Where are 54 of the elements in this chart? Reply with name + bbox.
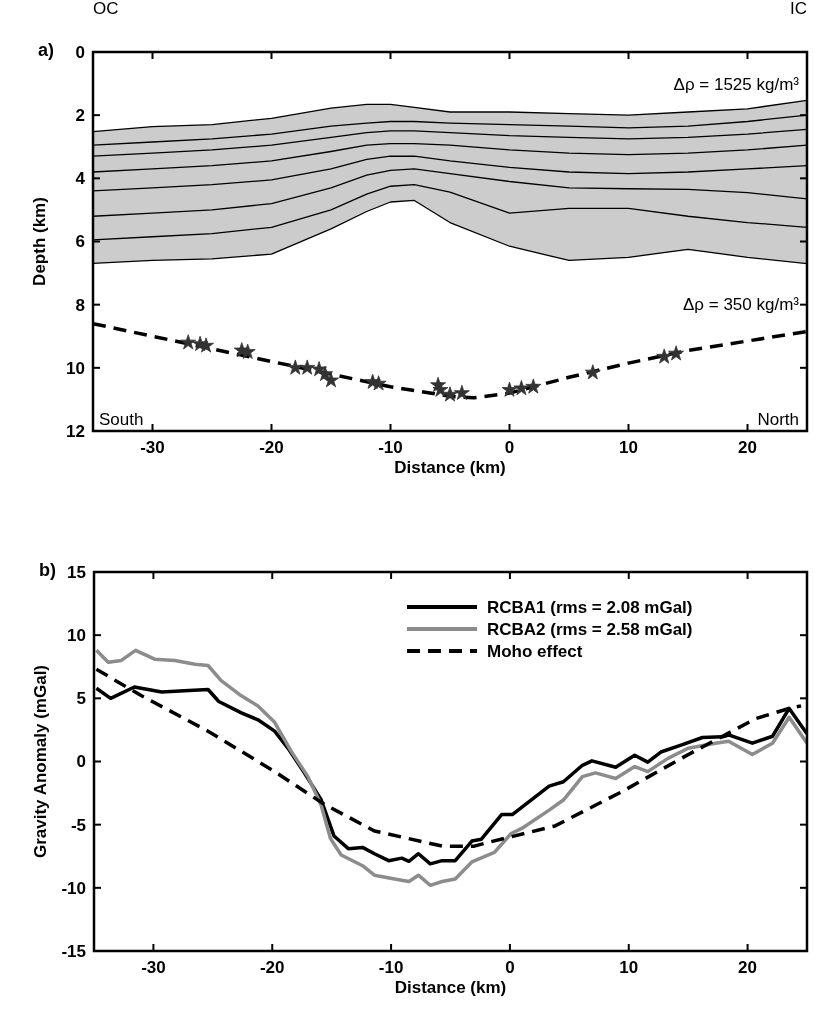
x-tick-label: 20 bbox=[738, 438, 757, 457]
y-tick-label: -10 bbox=[61, 878, 86, 898]
annotation: Δρ = 350 kg/m³ bbox=[683, 294, 800, 314]
point bbox=[432, 381, 449, 397]
x-tick-label: -20 bbox=[259, 438, 284, 457]
y-axis-title: Depth (km) bbox=[30, 197, 49, 286]
y-tick-label: 6 bbox=[75, 232, 85, 252]
y-tick-label: 10 bbox=[67, 626, 86, 646]
legend-label: Moho effect bbox=[487, 641, 583, 661]
chart-title: b) bbox=[39, 560, 56, 580]
x-tick-label: 0 bbox=[504, 438, 515, 457]
x-tick-label: -30 bbox=[140, 438, 165, 457]
y-tick-label: 15 bbox=[67, 562, 86, 582]
y-tick-label: -5 bbox=[70, 815, 86, 835]
point bbox=[668, 345, 685, 361]
legend-label: RCBA2 (rms = 2.58 mGal) bbox=[487, 619, 693, 639]
y-tick-label: 5 bbox=[76, 689, 86, 709]
y-tick-label: 2 bbox=[75, 106, 85, 126]
y-tick-label: 10 bbox=[66, 358, 85, 378]
y-tick-label: 8 bbox=[75, 295, 85, 315]
point bbox=[442, 386, 458, 402]
x-tick-label: -10 bbox=[378, 438, 403, 457]
y-tick-label: 0 bbox=[76, 752, 86, 772]
point bbox=[513, 380, 530, 396]
x-tick-label: -30 bbox=[141, 958, 166, 977]
x-tick-label: 10 bbox=[619, 438, 638, 457]
legend-label: RCBA1 (rms = 2.08 mGal) bbox=[487, 597, 693, 617]
x-tick-label: -20 bbox=[259, 958, 285, 977]
annotation: North bbox=[757, 410, 799, 430]
point bbox=[584, 364, 601, 380]
x-axis-title: Distance (km) bbox=[394, 458, 506, 477]
y-axis-title: Gravity Anomaly (mGal) bbox=[31, 664, 50, 859]
y-tick-label: 0 bbox=[75, 42, 85, 62]
annotation: Δρ = 1525 kg/m³ bbox=[673, 74, 800, 94]
x-axis-title: Distance (km) bbox=[394, 978, 507, 997]
point bbox=[501, 381, 518, 397]
point bbox=[525, 378, 542, 394]
point bbox=[299, 359, 316, 375]
point bbox=[323, 372, 339, 388]
point bbox=[453, 384, 470, 400]
point bbox=[656, 348, 673, 364]
y-tick-label: 12 bbox=[66, 421, 85, 441]
annotation: South bbox=[99, 410, 144, 430]
x-tick-label: 20 bbox=[738, 958, 758, 977]
y-tick-label: 4 bbox=[75, 169, 86, 189]
text: IC bbox=[790, 0, 807, 19]
point bbox=[287, 359, 304, 375]
chart-title: a) bbox=[38, 40, 55, 60]
x-tick-label: 10 bbox=[619, 958, 639, 977]
text: OC bbox=[93, 0, 119, 19]
x-tick-label: -10 bbox=[378, 958, 404, 977]
y-tick-label: -15 bbox=[61, 941, 86, 961]
x-tick-label: 0 bbox=[505, 958, 515, 977]
point bbox=[180, 334, 197, 350]
